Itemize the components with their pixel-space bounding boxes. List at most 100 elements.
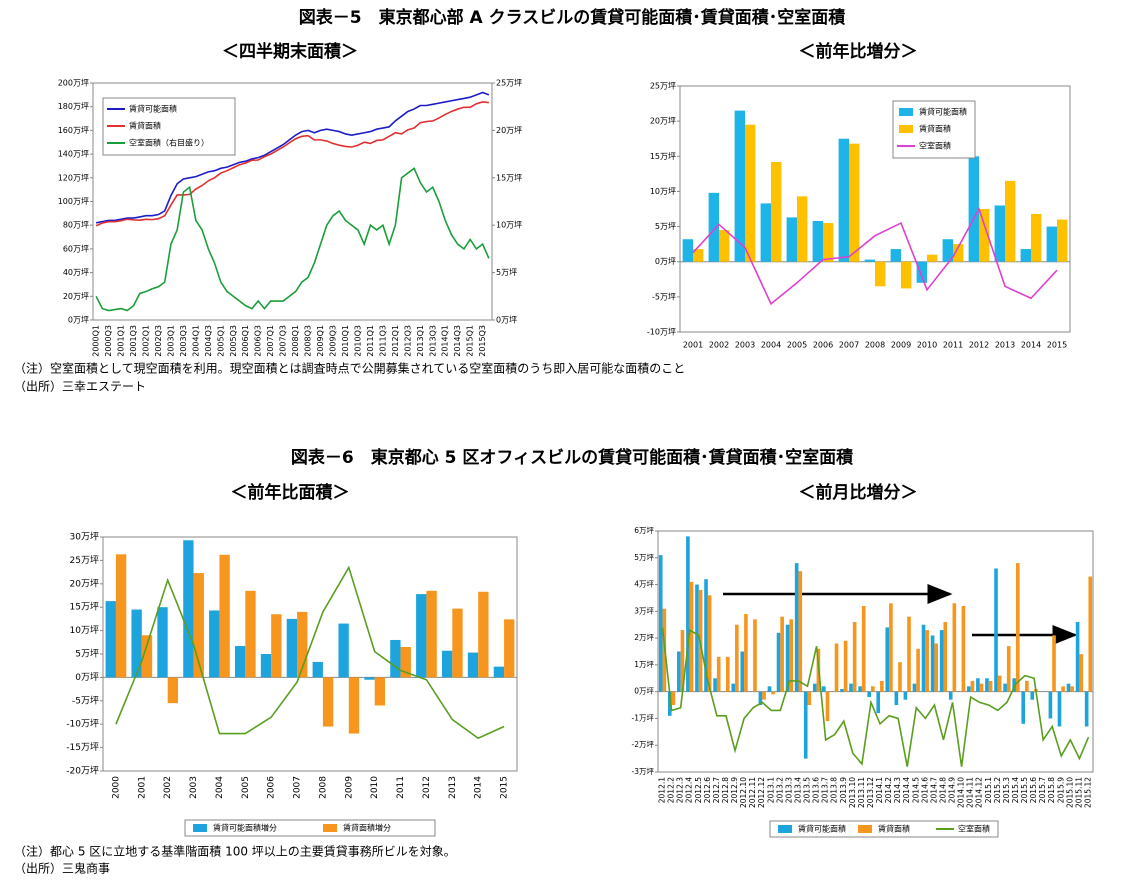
x-tick-label: 2012.12 — [757, 777, 766, 808]
bar — [1066, 683, 1071, 692]
x-tick-label: 2007Q3 — [279, 325, 288, 357]
y-tick-label: 200万坪 — [58, 79, 89, 88]
x-tick-label: 2014.8 — [938, 777, 947, 803]
bar — [961, 605, 966, 692]
legend-label: 賃貸面積 — [878, 824, 910, 834]
bar — [183, 540, 194, 678]
bar — [822, 686, 826, 692]
bar — [797, 196, 808, 262]
x-tick-label: 2006Q1 — [241, 325, 250, 357]
x-tick-label: 2008 — [318, 776, 328, 799]
y-tick-label: -5万坪 — [652, 292, 676, 301]
bar — [901, 261, 912, 289]
legend-label: 賃貸可能面積 — [919, 107, 967, 117]
y-tick-label: 2万坪 — [634, 633, 654, 642]
x-tick-label: 2012.11 — [748, 777, 757, 808]
bar — [912, 683, 917, 692]
bar — [286, 618, 298, 678]
bar — [493, 666, 505, 678]
x-tick-label: 2015.4 — [1011, 777, 1020, 803]
x-tick-label: 2012.6 — [703, 777, 712, 803]
bar — [979, 683, 984, 692]
bar — [1015, 563, 1020, 692]
x-tick-label: 2007 — [839, 341, 859, 350]
y-tick-label: 140万坪 — [58, 150, 89, 159]
bar — [1046, 226, 1057, 262]
y2-tick-label: 5万坪 — [496, 268, 517, 277]
x-tick-label: 2012.10 — [739, 777, 748, 808]
x-tick-label: 2014Q3 — [453, 325, 462, 357]
bar — [708, 192, 719, 262]
y-tick-label: 20万坪 — [63, 292, 89, 301]
bar — [441, 650, 453, 678]
bar — [141, 635, 153, 678]
bar — [695, 584, 699, 692]
x-tick-label: 2006 — [813, 341, 833, 350]
x-tick-label: 2002Q1 — [141, 325, 150, 357]
y-tick-label: 5万坪 — [655, 222, 676, 231]
bar — [943, 622, 948, 692]
x-tick-label: 2014.4 — [902, 777, 911, 803]
x-tick-label: 2015Q3 — [478, 325, 487, 357]
y-tick-label: 80万坪 — [63, 221, 89, 230]
x-tick-label: 2013.12 — [866, 777, 875, 808]
bar — [867, 691, 871, 698]
legend-swatch — [193, 824, 207, 832]
x-tick-label: 2009 — [891, 341, 911, 350]
x-tick-label: 2011Q3 — [378, 325, 387, 357]
bar — [260, 654, 272, 678]
legend-label: 賃貸可能面積増分 — [213, 823, 277, 833]
x-tick-label: 2014 — [474, 776, 484, 799]
x-tick-label: 2002 — [709, 341, 729, 350]
y-tick-label: 5万坪 — [634, 553, 654, 562]
y-tick-label: 25万坪 — [70, 555, 99, 566]
bar — [374, 677, 386, 706]
x-tick-label: 2013.7 — [821, 777, 830, 803]
bar — [400, 646, 411, 678]
legend-swatch — [899, 125, 913, 133]
bar — [825, 691, 830, 722]
x-tick-label: 2005 — [241, 776, 251, 799]
y-tick-label: 120万坪 — [58, 173, 89, 182]
bar — [864, 259, 875, 262]
y2-tick-label: 25万坪 — [496, 79, 522, 88]
x-tick-label: 2015.5 — [1020, 777, 1029, 803]
x-tick-label: 2011 — [396, 776, 406, 799]
x-tick-label: 2014.7 — [929, 777, 938, 803]
y-tick-label: -3万坪 — [632, 767, 655, 776]
x-tick-label: 2012.4 — [685, 777, 694, 803]
y-tick-label: 0万坪 — [655, 257, 676, 266]
y-tick-label: 15万坪 — [650, 152, 676, 161]
x-tick-label: 2013.9 — [839, 777, 848, 803]
bar — [840, 688, 844, 692]
x-tick-label: 2014.2 — [884, 777, 893, 803]
bar — [1021, 691, 1026, 724]
legend-label: 空室面積（右目盛り） — [129, 138, 209, 148]
bar — [762, 691, 766, 700]
x-tick-label: 2015.6 — [1029, 777, 1038, 803]
bar — [925, 630, 929, 692]
bar — [452, 608, 463, 678]
line — [95, 101, 489, 227]
x-tick-label: 2004 — [761, 341, 781, 350]
bar — [780, 616, 784, 692]
bar — [786, 217, 797, 262]
x-tick-label: 2010Q1 — [341, 325, 350, 357]
y-tick-label: 6万坪 — [634, 526, 654, 535]
bar — [812, 220, 823, 262]
y-tick-label: -2万坪 — [632, 740, 655, 749]
bar — [167, 677, 179, 704]
bar — [934, 643, 939, 692]
legend-label: 賃貸可能面積 — [129, 104, 177, 114]
y-tick-label: 0万坪 — [68, 316, 89, 325]
x-tick-label: 2015.9 — [1056, 777, 1065, 803]
x-tick-label: 2013Q1 — [416, 325, 425, 357]
x-tick-label: 2013.10 — [848, 777, 857, 808]
x-tick-label: 2012.2 — [667, 777, 676, 803]
x-tick-label: 2014.9 — [948, 777, 957, 803]
bar — [985, 678, 989, 692]
bar — [771, 161, 782, 262]
y-tick-label: 0万坪 — [634, 687, 654, 696]
x-tick-label: 2006 — [267, 776, 277, 799]
x-tick-label: 2013.11 — [857, 777, 866, 808]
